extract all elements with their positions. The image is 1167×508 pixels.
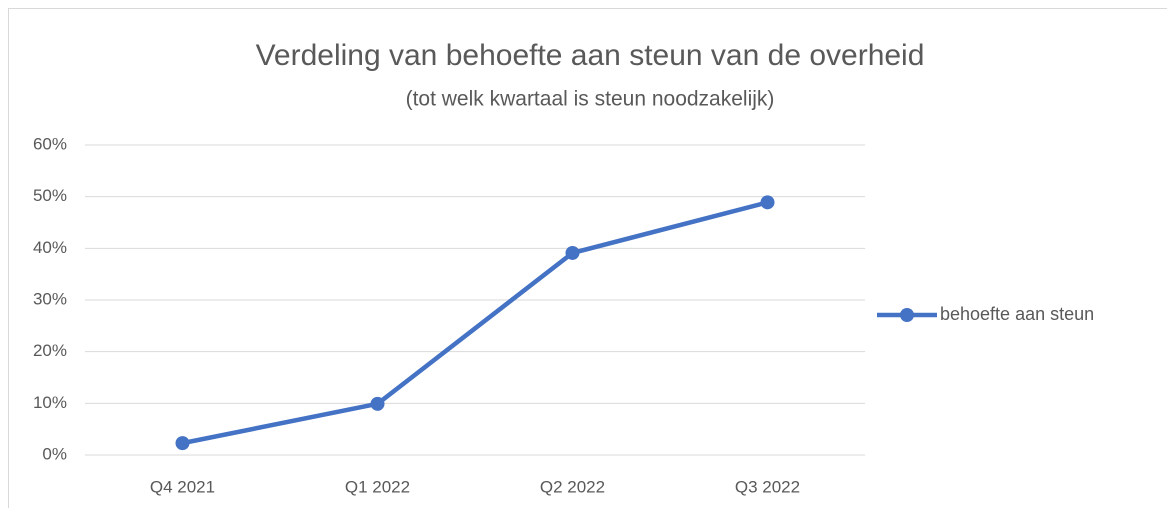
chart-subtitle: (tot welk kwartaal is steun noodzakelijk… bbox=[406, 88, 775, 111]
y-tick-label: 60% bbox=[33, 134, 67, 153]
y-tick-label: 30% bbox=[33, 289, 67, 308]
series-line bbox=[180, 200, 770, 446]
point bbox=[760, 195, 775, 210]
x-tick-label: Q2 2022 bbox=[540, 477, 605, 496]
legend-label: behoefte aan steun bbox=[940, 304, 1094, 324]
point bbox=[370, 396, 385, 411]
chart-title: Verdeling van behoefte aan steun van de … bbox=[256, 39, 925, 72]
x-tick-label: Q4 2021 bbox=[150, 477, 215, 496]
point bbox=[565, 245, 580, 260]
y-tick-label: 50% bbox=[33, 186, 67, 205]
legend-marker bbox=[900, 308, 914, 322]
x-tick-label: Q3 2022 bbox=[735, 477, 800, 496]
y-tick-label: 10% bbox=[33, 393, 67, 412]
chart-border bbox=[8, 8, 1167, 508]
y-tick-label: 40% bbox=[33, 238, 67, 257]
y-tick-label: 20% bbox=[33, 341, 67, 360]
x-tick-label: Q1 2022 bbox=[345, 477, 410, 496]
point bbox=[175, 436, 190, 451]
y-tick-label: 0% bbox=[42, 444, 67, 463]
